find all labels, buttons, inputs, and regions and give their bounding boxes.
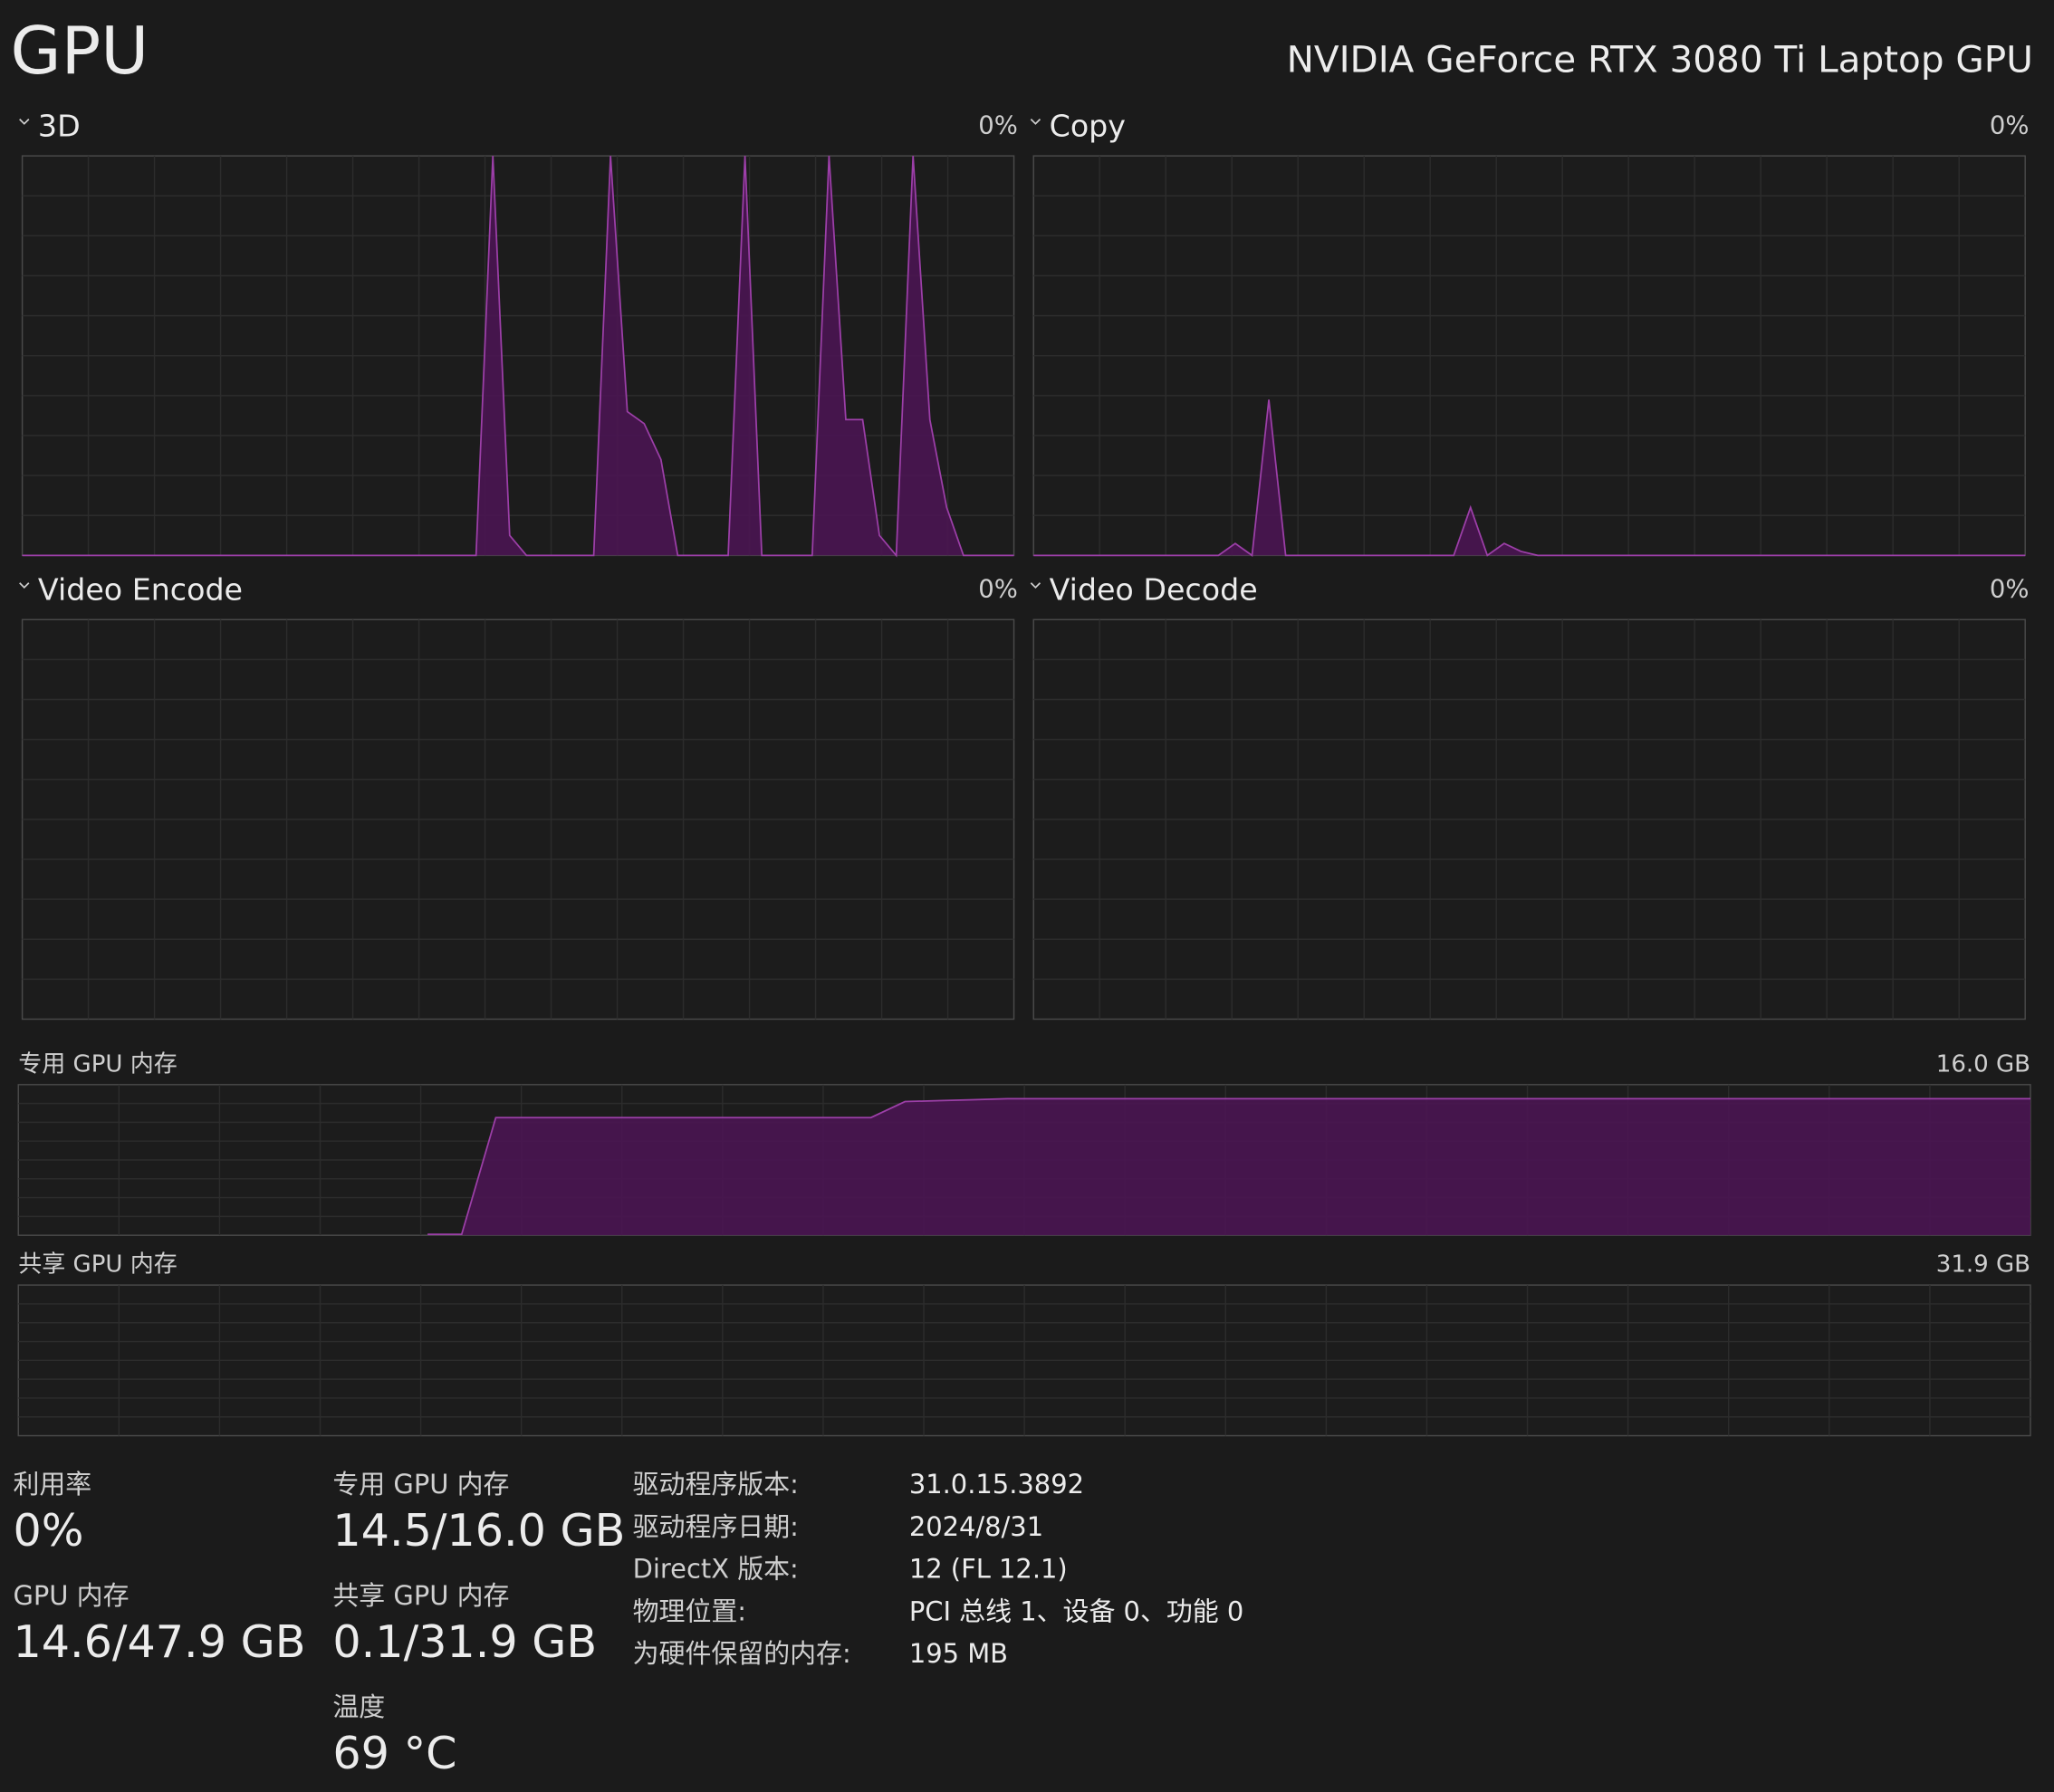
page-title: GPU <box>11 14 149 90</box>
collapse-chevron <box>1030 582 1041 589</box>
engine-usage: 0% <box>978 111 1018 140</box>
device-name: NVIDIA GeForce RTX 3080 Ti Laptop GPU <box>1287 38 2033 81</box>
property-label: DirectX 版本: <box>633 1554 799 1585</box>
property-value: 195 MB <box>909 1638 1008 1669</box>
engine-name: Copy <box>1050 108 1126 143</box>
property-value: 12 (FL 12.1) <box>909 1554 1068 1585</box>
stat-value: 0.1/31.9 GB <box>332 1615 597 1668</box>
engine-name: Video Encode <box>38 572 243 608</box>
property-value: PCI 总线 1、设备 0、功能 0 <box>909 1596 1244 1626</box>
stat-value: 69 °C <box>332 1727 456 1779</box>
collapse-chevron <box>19 582 30 589</box>
memory-graph-max: 16.0 GB <box>1936 1050 2030 1078</box>
engine-name: 3D <box>38 108 81 143</box>
engine-usage: 0% <box>1990 575 2030 604</box>
memory-graph-name: 专用 GPU 内存 <box>18 1050 177 1078</box>
stat-value: 0% <box>13 1504 83 1557</box>
stat-label: 利用率 <box>13 1469 91 1500</box>
memory-graph-name: 共享 GPU 内存 <box>18 1251 177 1279</box>
stat-label: GPU 内存 <box>13 1580 129 1611</box>
property-label: 驱动程序日期: <box>633 1511 799 1542</box>
collapse-chevron <box>1030 119 1041 125</box>
memory-graph-max: 31.9 GB <box>1936 1251 2030 1279</box>
area-fill <box>22 156 1014 556</box>
stat-label: 专用 GPU 内存 <box>332 1469 509 1500</box>
property-value: 31.0.15.3892 <box>909 1469 1084 1500</box>
area-fill <box>427 1098 2030 1236</box>
usage-line <box>427 1097 2030 1236</box>
usage-line <box>1033 399 2026 557</box>
stat-value: 14.6/47.9 GB <box>13 1615 305 1668</box>
stat-label: 共享 GPU 内存 <box>332 1580 509 1611</box>
stat-label: 温度 <box>332 1691 385 1722</box>
usage-line <box>22 156 1014 558</box>
property-value: 2024/8/31 <box>909 1511 1043 1542</box>
engine-usage: 0% <box>1990 111 2030 140</box>
property-label: 物理位置: <box>633 1596 746 1626</box>
collapse-chevron <box>19 119 30 125</box>
stat-value: 14.5/16.0 GB <box>332 1504 625 1557</box>
engine-name: Video Decode <box>1050 572 1258 608</box>
property-label: 驱动程序版本: <box>633 1469 799 1500</box>
engine-usage: 0% <box>978 575 1018 604</box>
property-label: 为硬件保留的内存: <box>633 1638 851 1669</box>
